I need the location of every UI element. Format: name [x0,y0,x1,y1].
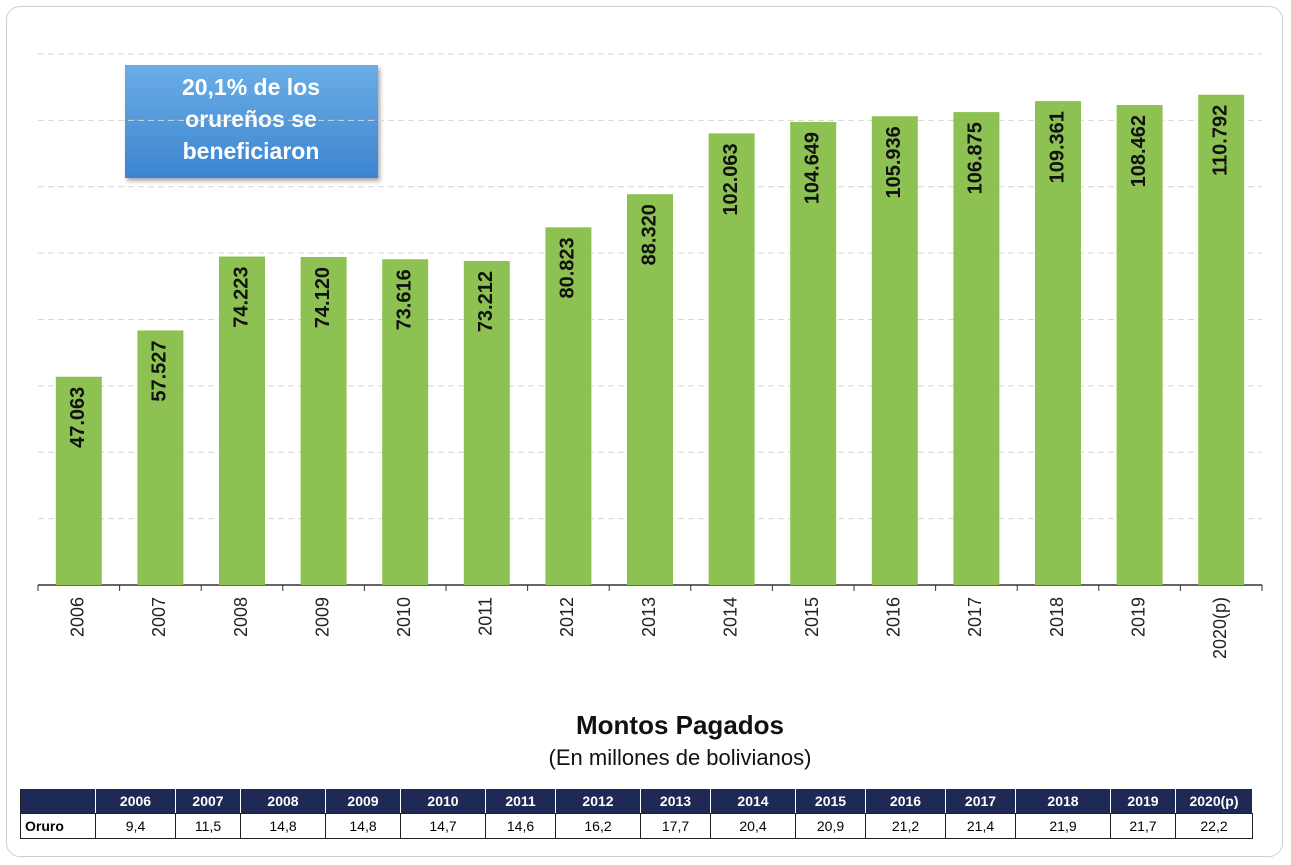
x-tick-label: 2015 [802,597,822,637]
annotation: orureños se [185,106,317,132]
cell: 21,9 [1015,813,1111,839]
bar [1116,105,1163,585]
table-title: Montos Pagados [576,710,784,740]
cell: 21,7 [1110,813,1176,839]
header-cell: 2007 [175,788,241,814]
data-label: 102.063 [720,143,742,215]
data-label: 47.063 [67,387,89,448]
header-cell: 2014 [710,788,796,814]
header-cell: 2009 [325,788,401,814]
bar [627,194,673,585]
bar [790,121,837,586]
x-tick-label: 2017 [965,597,985,637]
x-tick-label: 2007 [149,597,169,637]
header-cell: 2010 [400,788,486,814]
data-label: 104.649 [801,132,823,204]
data-label: 74.120 [312,267,334,328]
data-label: 88.320 [638,204,660,265]
bar [382,259,429,585]
cell: 11,5 [175,813,241,839]
bar [55,376,102,585]
cell: Oruro [20,813,96,839]
x-tick-label: 2012 [557,597,577,637]
cell: 14,6 [485,813,556,839]
x-tick-label: 2013 [639,597,659,637]
bar [1035,101,1081,585]
header-cell: 2013 [640,788,711,814]
bar [871,116,918,585]
table: 2006 2007 2008 2009 2010 2011 2012 2013 2014 2015… [20,788,1253,839]
x-tick-label: 2016 [884,597,904,637]
bar [545,227,592,586]
x-tick-label: 2008 [231,597,251,637]
data-label: 105.936 [883,126,905,198]
header-cell: 2019 [1110,788,1176,814]
bar [953,112,1000,585]
data-label: 108.462 [1128,115,1150,187]
cell: 20,4 [710,813,796,839]
cell: 16,2 [555,813,641,839]
x-tick-label: 2010 [394,597,414,637]
data-row: Oruro 9,4 11,5 14,8 14,8 14,7 14,6 16,2 17,7 20,4… [20,813,1253,839]
x-tick-label: 2019 [1128,597,1148,637]
cell: 17,7 [640,813,711,839]
bar [1198,94,1245,586]
x-tick-label: 2011 [476,597,496,636]
bar [463,261,510,585]
bar [708,133,755,586]
data-label: 74.223 [230,267,252,328]
data-label: 80.823 [557,237,579,298]
x-tick-label: 2006 [68,597,88,637]
annotation-box [125,65,378,178]
cell: 20,9 [795,813,866,839]
bar [137,330,184,585]
x-tick-label: 2020(p) [1210,597,1230,659]
x-tick-label: 2018 [1047,597,1067,637]
data-label: 73.616 [393,269,415,330]
bar [219,256,265,585]
header-cell [20,788,96,814]
data-label: 109.361 [1046,111,1068,183]
header-row: 2006 2007 2008 2009 2010 2011 2012 2013 2014 2015… [20,788,1253,814]
annotation: 20,1% de los [182,74,320,100]
bar [300,257,347,585]
cell: 14,8 [325,813,401,839]
cell: 21,4 [945,813,1016,839]
header-cell: 2020(p) [1175,788,1253,814]
x-tick-label: 2009 [312,597,332,637]
annotation: beneficiaron [183,138,320,164]
cell: 14,8 [240,813,326,839]
table-subtitle: (En millones de bolivianos) [549,745,812,770]
header-cell: 2011 [485,788,556,814]
cell: 22,2 [1175,813,1253,839]
cell: 14,7 [400,813,486,839]
header-cell: 2012 [555,788,641,814]
cell: 21,2 [865,813,946,839]
frame [6,6,1283,857]
data-label: 110.792 [1209,105,1231,176]
header-cell: 2015 [795,788,866,814]
header-cell: 2017 [945,788,1016,814]
data-label: 57.527 [149,340,171,401]
header-cell: 2008 [240,788,326,814]
x-tick-label: 2014 [720,597,740,637]
cell: 9,4 [95,813,176,839]
data-label: 73.212 [475,271,497,332]
header-cell: 2006 [95,788,176,814]
header-cell: 2018 [1015,788,1111,814]
header-cell: 2016 [865,788,946,814]
data-label: 106.875 [965,122,987,194]
